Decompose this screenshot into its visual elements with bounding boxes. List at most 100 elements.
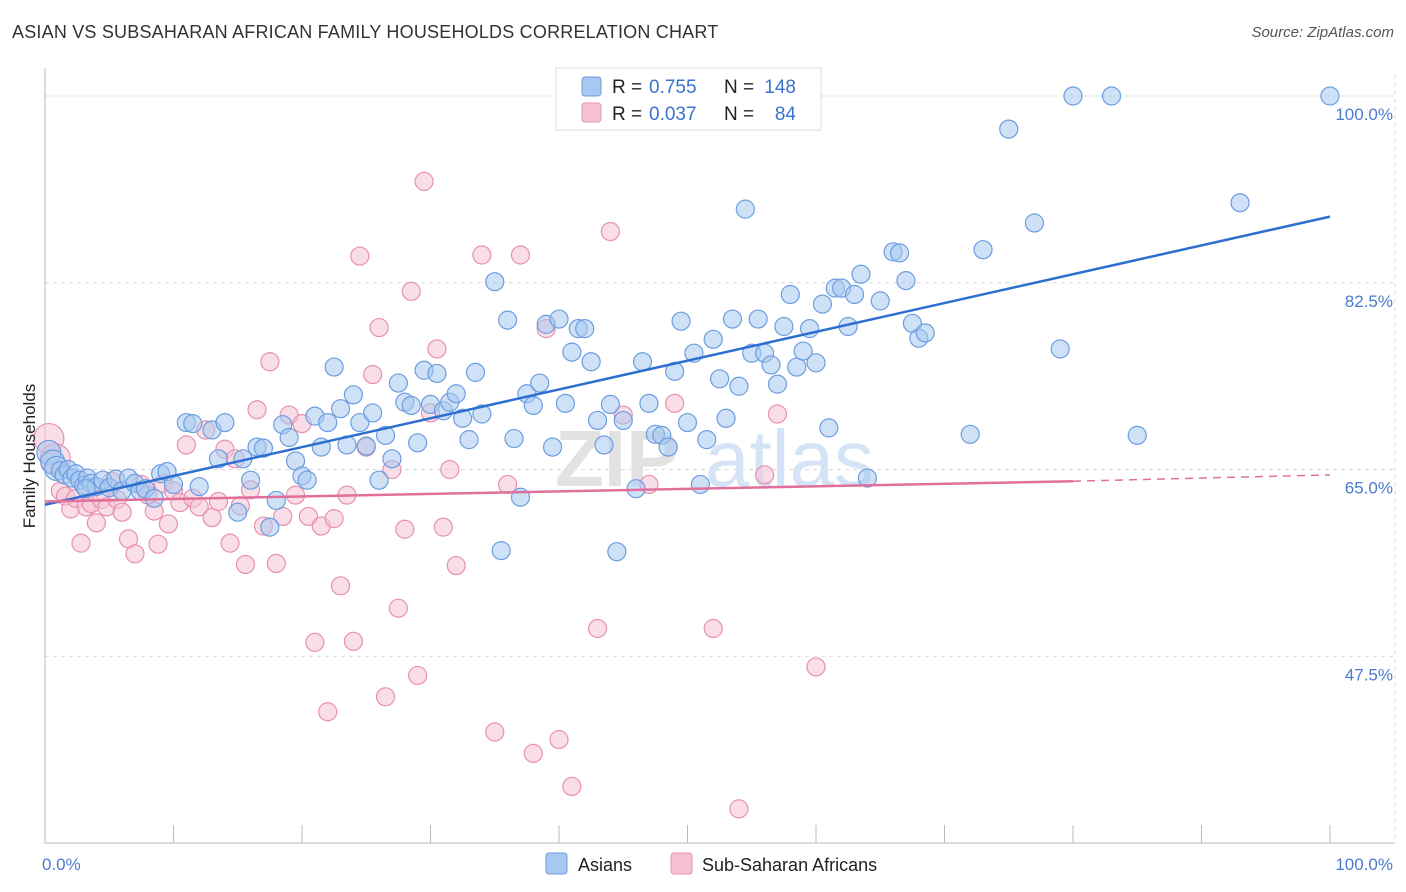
african-point [112,502,132,522]
asian-point [208,449,229,469]
african-point [562,776,582,797]
watermark-atlas: atlas [705,414,874,503]
y-tick-label: 47.5% [1345,665,1393,684]
african-point [260,352,280,372]
asian-point [767,374,788,394]
african-point [330,576,351,596]
african-point [298,506,319,527]
chart-title: ASIAN VS SUBSAHARAN AFRICAN FAMILY HOUSE… [12,22,719,42]
asian-point [562,342,582,362]
asian-point [806,353,826,373]
african-point [266,553,286,574]
asian-point [279,427,299,448]
legend-r-value-asians: 0.755 [649,77,697,98]
y-tick-label: 65.0% [1345,479,1393,498]
african-point [472,245,492,265]
asian-point [1024,213,1045,233]
asian-point [915,323,935,343]
african-point [485,722,505,742]
asian-point [896,271,916,291]
asian-point [587,410,608,431]
asian-point [472,404,492,424]
asian-point [1127,425,1147,445]
asian-point [735,199,755,219]
african-points [33,86,826,819]
asian-point [575,319,595,339]
asian-trend-line [44,215,1331,506]
asian-point [787,357,807,377]
asian-point [690,474,710,495]
legend-n-label-asians: N = [724,77,754,98]
y-tick-label: 82.5% [1345,292,1393,311]
legend-n-value-asians: 148 [764,77,796,98]
asian-point [549,309,569,329]
asian-point [318,412,338,433]
y-tick-label: 100.0% [1335,105,1393,124]
asian-point [1050,339,1070,359]
african-trend-extension [1072,474,1331,482]
asian-point [793,341,813,361]
asian-point [960,424,980,444]
african-point [510,245,531,265]
legend-swatch-asians [581,76,602,97]
asian-point [812,294,833,314]
asian-point [408,433,428,453]
bottom-legend-swatch-africans [670,852,693,875]
african-point [767,404,788,424]
asian-point [542,437,563,457]
asian-point [523,395,543,416]
african-point [208,491,229,512]
asian-point [870,291,890,311]
asian-point [530,373,550,393]
asian-point [330,399,351,419]
asian-point [189,476,209,497]
asian-point [266,490,286,511]
african-point [343,631,363,651]
asian-point [748,309,768,329]
legend-n-value-africans: 84 [775,104,797,125]
asian-point [710,369,730,389]
legend-r-value-africans: 0.037 [649,104,697,125]
asian-point [491,541,511,561]
asian-point [639,393,659,413]
asian-point [446,384,466,404]
asian-point [215,412,235,433]
asian-point [485,272,505,292]
african-point [665,393,685,413]
asian-point [401,395,421,416]
asian-point [1230,193,1250,213]
asian-point [369,470,389,490]
asian-point [973,240,993,260]
african-point [433,517,453,537]
african-point [305,632,325,652]
y-axis-title: Family Households [20,384,39,529]
african-point [523,743,543,763]
asian-point [260,517,280,537]
asian-point [999,119,1019,139]
african-point [318,702,338,722]
asian-point [697,430,717,450]
african-point [703,618,723,639]
asian-point [183,414,203,434]
asian-point [498,310,518,330]
legend-n-label-africans: N = [724,104,754,125]
asian-point [504,428,524,449]
asian-point [761,355,781,375]
african-point [549,729,569,750]
asian-point [729,376,749,396]
african-point [754,465,775,485]
african-point [176,435,196,455]
asian-point [555,393,576,413]
african-point [202,507,222,528]
african-point [363,364,383,385]
asian-point [632,352,653,372]
asian-point [363,403,383,423]
african-point [324,508,344,529]
african-point [427,339,447,359]
asian-point [780,284,800,305]
legend-r-label-africans: R = [612,104,642,125]
african-point [235,554,256,575]
asian-point [607,542,627,562]
asian-point [453,408,473,428]
african-point [285,485,306,505]
